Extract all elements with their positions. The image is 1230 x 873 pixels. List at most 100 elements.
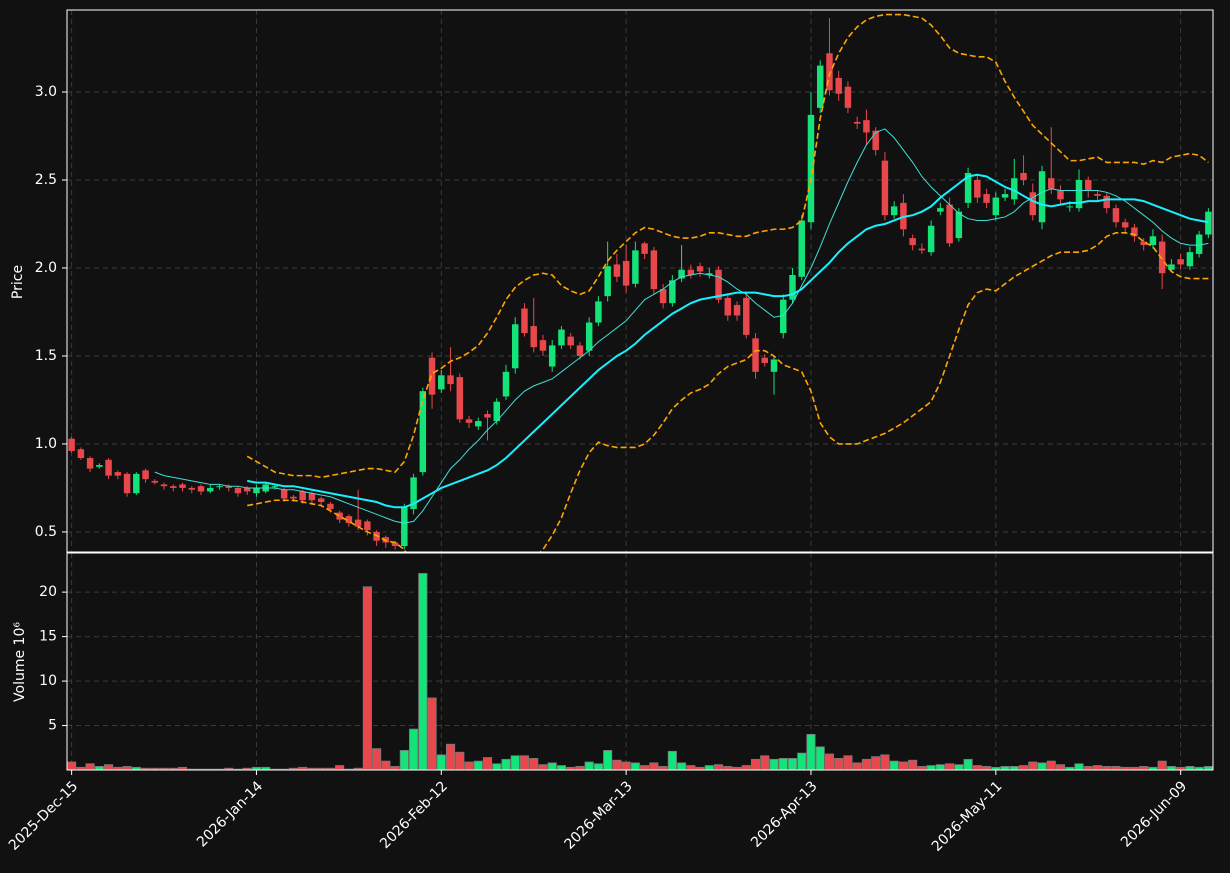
volume-bar (177, 766, 188, 770)
volume-bar (760, 755, 770, 770)
candle-body (428, 357, 436, 395)
candle-body (770, 359, 778, 372)
candle-body (595, 301, 602, 323)
volume-bar (445, 743, 456, 770)
y-tick-label: 1.5 (35, 348, 57, 364)
volume-bar (94, 766, 104, 770)
candle-body (585, 322, 593, 351)
volume-bar (1000, 766, 1010, 770)
candle-body (114, 472, 122, 476)
volume-bar (492, 763, 502, 770)
candle-body (1195, 234, 1203, 254)
volume-bar (926, 765, 936, 770)
candle-body (844, 86, 852, 108)
candle-body (77, 449, 85, 459)
candle-body (743, 297, 750, 335)
candle-body (401, 507, 408, 547)
y-tick-label: 2.0 (35, 260, 57, 276)
candle-body (456, 377, 464, 420)
candle-body (188, 487, 196, 490)
volume-bar (769, 758, 779, 770)
candle-body (133, 473, 140, 494)
candle-body (216, 486, 223, 488)
volume-bar (473, 760, 483, 770)
candle-body (604, 266, 611, 297)
candle-body (872, 130, 879, 151)
volume-bar (1018, 765, 1029, 770)
price-frame (66, 9, 1214, 553)
volume-bar (695, 766, 705, 770)
candle-body (687, 269, 695, 276)
candle-body (853, 121, 861, 124)
candle-body (1029, 192, 1037, 216)
candle-body (197, 486, 205, 492)
candle-body (410, 477, 417, 510)
volume-bar (251, 766, 262, 770)
volume-bar (658, 766, 668, 770)
volume-bar (1166, 766, 1176, 770)
candle-body (650, 250, 658, 290)
volume-bar (353, 767, 363, 770)
volume-bar (85, 763, 95, 770)
volume-bar (464, 761, 474, 770)
volume-panel (67, 573, 1213, 770)
candle-body (1094, 194, 1101, 196)
volume-bar (455, 751, 465, 770)
candle-body (733, 304, 741, 316)
volume-bar (750, 758, 761, 770)
candle-body (502, 371, 510, 397)
candle-body (1112, 208, 1120, 223)
volume-bar (316, 767, 326, 770)
volume-bar (732, 766, 742, 770)
candle-body (622, 260, 630, 286)
volume-bar (325, 767, 335, 770)
candle-body (937, 208, 944, 212)
candle-body (1186, 252, 1194, 267)
volume-bar (1129, 766, 1140, 770)
candle-body (299, 491, 306, 501)
volume-bar (593, 763, 603, 770)
volume-bar (649, 762, 659, 770)
candle-body (946, 204, 953, 244)
candle-body (890, 206, 898, 216)
volume-bar (815, 746, 825, 770)
candle-body (715, 269, 722, 300)
volume-bar (908, 759, 918, 770)
candle-body (909, 238, 916, 246)
volume-bar (1185, 766, 1195, 770)
volume-bar (168, 767, 178, 770)
volume-bar (1102, 766, 1112, 770)
candle-body (327, 503, 334, 510)
candle-body (484, 414, 491, 418)
candle-body (548, 345, 556, 367)
candle-body (521, 308, 528, 334)
candle-body (1131, 227, 1138, 237)
volume-tick-label: 20 (39, 584, 57, 600)
candle-body (364, 521, 371, 531)
candle-body (1048, 178, 1055, 189)
candle-body (1011, 178, 1018, 200)
candle-body (816, 65, 824, 108)
volume-tick-label: 10 (39, 673, 57, 689)
volume-bar (399, 750, 409, 770)
candle-body (1168, 264, 1175, 270)
candle-body (86, 458, 94, 469)
candle-body (918, 248, 926, 251)
volume-bar (224, 767, 234, 770)
volume-bar (1176, 766, 1186, 770)
price-panel (68, 13, 1212, 552)
candle-body (280, 489, 288, 499)
candle-body (1020, 172, 1027, 180)
volume-bar (298, 766, 308, 770)
volume-bar (584, 761, 594, 770)
volume-bar (436, 754, 446, 770)
candle-body (678, 269, 685, 279)
candle-body (68, 438, 75, 451)
volume-bar (104, 764, 114, 770)
volume-bar (972, 765, 982, 770)
candle-body (530, 326, 537, 348)
volume-bar (556, 765, 567, 770)
volume-bar (713, 764, 724, 770)
volume-bar (1111, 766, 1121, 770)
